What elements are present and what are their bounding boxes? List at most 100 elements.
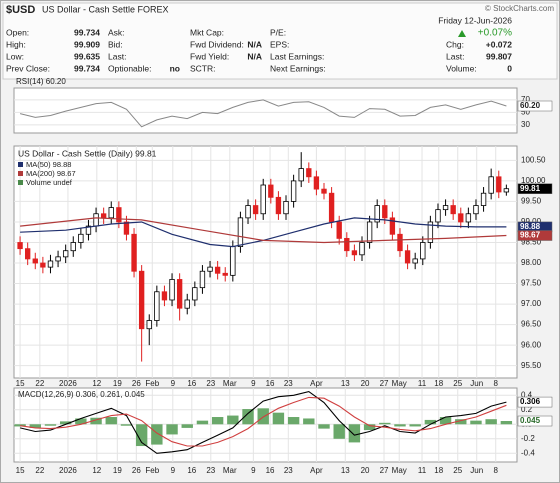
histogram-bar [409,424,421,427]
legend-entry: MA(50) 98.88 [26,160,71,169]
candle-body [473,205,479,215]
candle-body [100,213,107,219]
x-tick-label: 8 [493,379,498,388]
percent-change: +0.07% [478,28,512,39]
series-line [20,217,507,248]
candle-body [123,221,130,235]
histogram-bar [44,424,57,426]
y-tick-label: 96.00 [521,340,542,349]
x-tick-label: 27 [380,379,389,388]
y-tick-label: 97.00 [521,299,542,308]
value-box-label: 99.81 [520,184,541,193]
x-tick-label: 19 [113,466,122,475]
source: © StockCharts.com [485,4,554,13]
x-tick-label: 18 [434,466,443,475]
histogram-bar [455,419,467,425]
quote-value: 99.635 [74,51,100,61]
candle-body [480,192,487,206]
candle-body [336,221,342,239]
candle-body [32,258,38,264]
candle-body [321,188,327,194]
x-tick-label: Jun [470,379,483,388]
candle-body [382,205,388,219]
y-tick-label: 50 [521,107,530,116]
candle-body [313,176,320,190]
candle-body [397,233,403,252]
candle-body [17,242,23,250]
histogram-bar [318,424,330,429]
candle-body [184,299,190,309]
candle-body [420,242,426,260]
series-line [19,99,507,128]
quote-label: P/E: [270,27,286,37]
candle-body [230,246,236,276]
x-tick-label: 23 [206,466,215,475]
panel [13,87,518,134]
value-box-label: 0.045 [520,416,541,425]
candle-body [93,213,99,227]
candle-body [138,270,145,330]
histogram-bar [227,415,239,425]
candle-body [161,291,168,301]
candle-body [260,184,266,215]
candle-body [306,168,312,178]
candle-body [146,320,152,330]
candle-body [62,250,69,258]
histogram-bar [363,424,376,431]
series-line [20,217,507,244]
header: $USD US Dollar - Cash Settle FOREX © Sto… [6,4,554,39]
x-tick-label: 9 [171,466,176,475]
series-line [19,391,507,454]
candle-body [351,250,358,256]
symbol-name: US Dollar - Cash Settle FOREX [42,4,169,14]
candle-body [222,272,228,276]
candle-body [169,279,175,301]
x-tick-label: 16 [266,466,275,475]
quote-label: Mkt Cap: [190,27,224,37]
candle-body [442,205,449,211]
x-tick-label: 23 [284,379,293,388]
histogram-bar [394,424,406,427]
y-tick-label: -0.4 [521,448,535,457]
histogram-bar [29,424,41,428]
y-tick-label: 0.4 [521,390,533,399]
legend-entry: MA(200) 98.67 [26,169,76,178]
symbol: $USD [6,4,35,16]
histogram-bar [211,417,224,425]
x-tick-label: Apr [310,466,323,475]
x-tick-label: 11 [418,379,427,388]
candle-body [458,213,464,223]
candle-body [427,221,434,243]
quote-label: Ask: [108,27,125,37]
x-tick-label: 8 [493,466,498,475]
x-tick-label: May [392,379,407,388]
x-tick-label: 23 [206,379,215,388]
candle-body [359,242,365,256]
quote-label: Low: [6,51,24,61]
quote-label: Volume: [446,63,477,73]
value-box [517,396,553,408]
candle-body [131,233,137,272]
y-tick-label: 99.00 [521,217,542,226]
histogram-bar [303,418,315,425]
quote-value: N/A [247,51,262,61]
candle-body [55,256,61,262]
candle-body [283,201,289,215]
candle-body [78,233,84,243]
candle-body [496,176,502,193]
candle-body [252,205,259,215]
candle-body [412,258,418,264]
histogram-bar [439,417,452,425]
candle-body [192,287,198,301]
quote-label: Chg: [446,39,464,49]
candle-body [290,180,297,202]
quote-value: no [170,63,180,73]
x-tick-label: 2026 [59,466,77,475]
candle-body [503,188,510,193]
value-box-label: 98.67 [520,231,541,240]
histogram-bar [485,419,497,425]
candle-body [40,262,46,268]
histogram-bar [90,417,102,425]
value-box [517,100,553,112]
up-arrow [458,30,466,37]
